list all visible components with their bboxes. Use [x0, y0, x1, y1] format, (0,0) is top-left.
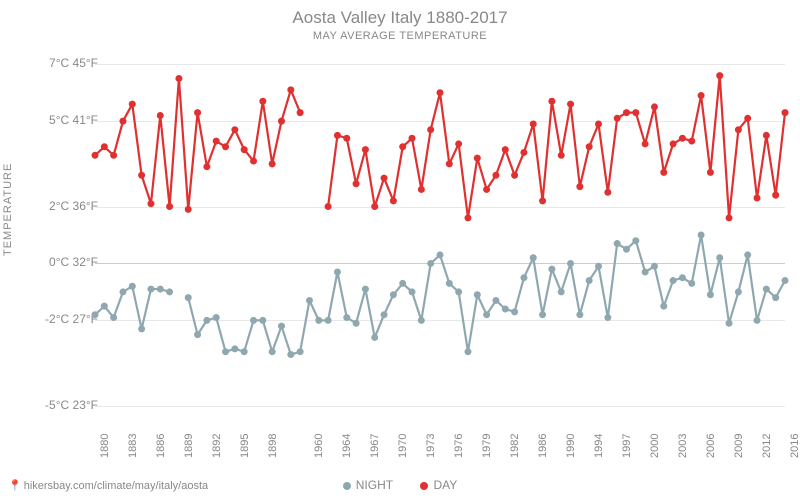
pin-icon: 📍 — [8, 480, 22, 492]
legend-dot-night — [343, 482, 351, 490]
legend-item-day: DAY — [420, 478, 457, 492]
legend-item-night: NIGHT — [343, 478, 393, 492]
legend-label-night: NIGHT — [356, 478, 393, 492]
legend-label-day: DAY — [433, 478, 457, 492]
legend-dot-day — [420, 482, 428, 490]
attribution-text: hikersbay.com/climate/may/italy/aosta — [24, 480, 208, 492]
attribution: 📍hikersbay.com/climate/may/italy/aosta — [8, 479, 208, 492]
plot-svg — [0, 0, 800, 500]
chart-container: Aosta Valley Italy 1880-2017 MAY AVERAGE… — [0, 0, 800, 500]
